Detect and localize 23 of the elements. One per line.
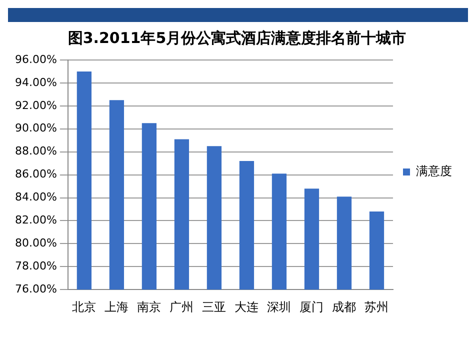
- legend-label: 满意度: [416, 164, 452, 178]
- x-tick-label: 北京: [72, 300, 96, 314]
- y-tick-label: 76.00%: [14, 282, 57, 296]
- x-tick-label: 苏州: [364, 300, 389, 314]
- x-tick-label: 三亚: [202, 300, 226, 314]
- y-tick-label: 86.00%: [14, 168, 57, 181]
- x-tick-label: 深圳: [267, 300, 292, 314]
- x-tick-label: 成都: [332, 300, 356, 314]
- x-tick-label: 大连: [234, 300, 259, 314]
- y-tick-label: 92.00%: [14, 98, 57, 112]
- chart-title: 图3.2011年5月份公寓式酒店满意度排名前十城市: [68, 28, 406, 47]
- y-tick-label: 94.00%: [14, 76, 57, 89]
- y-tick-label: 82.00%: [14, 214, 57, 227]
- y-tick-label: 90.00%: [14, 122, 57, 135]
- x-tick-label: 广州: [170, 300, 194, 314]
- y-tick-label: 84.00%: [14, 190, 57, 204]
- x-tick-label: 南京: [137, 300, 162, 314]
- y-tick-label: 78.00%: [14, 260, 57, 272]
- y-tick-label: 80.00%: [14, 236, 57, 250]
- y-tick-label: 88.00%: [14, 144, 57, 158]
- x-tick-label: 上海: [104, 300, 129, 314]
- x-tick-label: 厦门: [300, 300, 324, 314]
- y-tick-label: 96.00%: [14, 52, 57, 66]
